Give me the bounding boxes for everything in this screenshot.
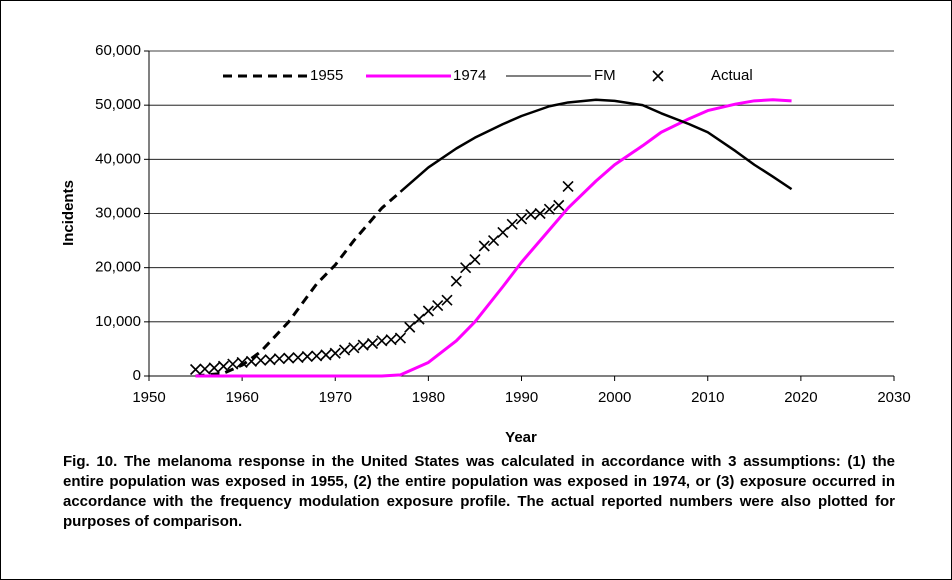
marker <box>217 360 230 372</box>
marker <box>450 275 462 287</box>
x-tick-label: 1970 <box>319 389 352 406</box>
legend-marker <box>652 70 664 82</box>
marker <box>376 335 388 347</box>
line <box>195 98 792 378</box>
marker <box>478 240 490 252</box>
y-tick-label: 40,000 <box>95 150 141 167</box>
marker <box>338 344 351 356</box>
legend-label: 1974 <box>453 67 486 84</box>
marker <box>534 207 546 220</box>
marker <box>255 354 267 366</box>
y-tick-label: 20,000 <box>95 259 141 276</box>
marker <box>264 354 276 366</box>
line <box>399 98 793 193</box>
marker <box>199 363 211 375</box>
marker <box>553 199 565 211</box>
x-tick-label: 1980 <box>412 389 445 406</box>
marker <box>460 262 472 274</box>
x-tick-label: 2010 <box>691 389 724 406</box>
marker <box>422 305 434 317</box>
marker <box>311 350 323 362</box>
y-tick-label: 10,000 <box>95 313 141 330</box>
marker <box>366 337 379 350</box>
marker <box>562 180 574 192</box>
marker <box>208 362 220 374</box>
marker <box>413 313 425 325</box>
x-tick-label: 2000 <box>598 389 631 406</box>
marker <box>515 213 528 225</box>
marker <box>357 339 369 351</box>
marker <box>236 356 248 369</box>
line <box>195 190 402 378</box>
x-tick-label: 2030 <box>877 389 910 406</box>
marker <box>543 203 556 215</box>
marker <box>394 332 407 344</box>
x-tick-label: 1990 <box>505 389 538 406</box>
marker <box>525 209 537 221</box>
y-tick-label: 60,000 <box>95 42 141 59</box>
marker <box>273 353 285 365</box>
legend-label: 1955 <box>310 67 343 84</box>
marker <box>329 347 341 359</box>
marker <box>348 342 360 354</box>
marker <box>385 334 397 346</box>
marker <box>189 363 202 376</box>
marker <box>432 300 444 312</box>
marker <box>283 352 295 364</box>
x-axis-label: Year <box>505 429 537 446</box>
x-tick-label: 2020 <box>784 389 817 406</box>
marker <box>404 321 416 333</box>
marker <box>506 218 518 230</box>
marker <box>487 235 500 247</box>
y-tick-label: 50,000 <box>95 96 141 113</box>
y-tick-label: 0 <box>133 367 141 384</box>
x-tick-label: 1950 <box>132 389 165 406</box>
marker <box>245 355 258 367</box>
caption: Fig. 10. The melanoma response in the Un… <box>63 453 895 530</box>
y-axis-label: Incidents <box>60 180 77 246</box>
marker <box>497 226 509 239</box>
legend-label: FM <box>594 67 616 84</box>
chart: Year Incidents 0 10,000 20,000 30,000 40,000… <box>60 42 911 446</box>
y-tick-label: 30,000 <box>95 204 141 221</box>
marker <box>469 253 481 266</box>
marker <box>292 352 304 364</box>
marker <box>320 349 332 361</box>
x-tick-label: 1960 <box>225 389 258 406</box>
marker <box>301 350 313 363</box>
legend-label: Actual <box>711 67 753 84</box>
marker <box>441 294 453 306</box>
marker <box>227 358 239 370</box>
